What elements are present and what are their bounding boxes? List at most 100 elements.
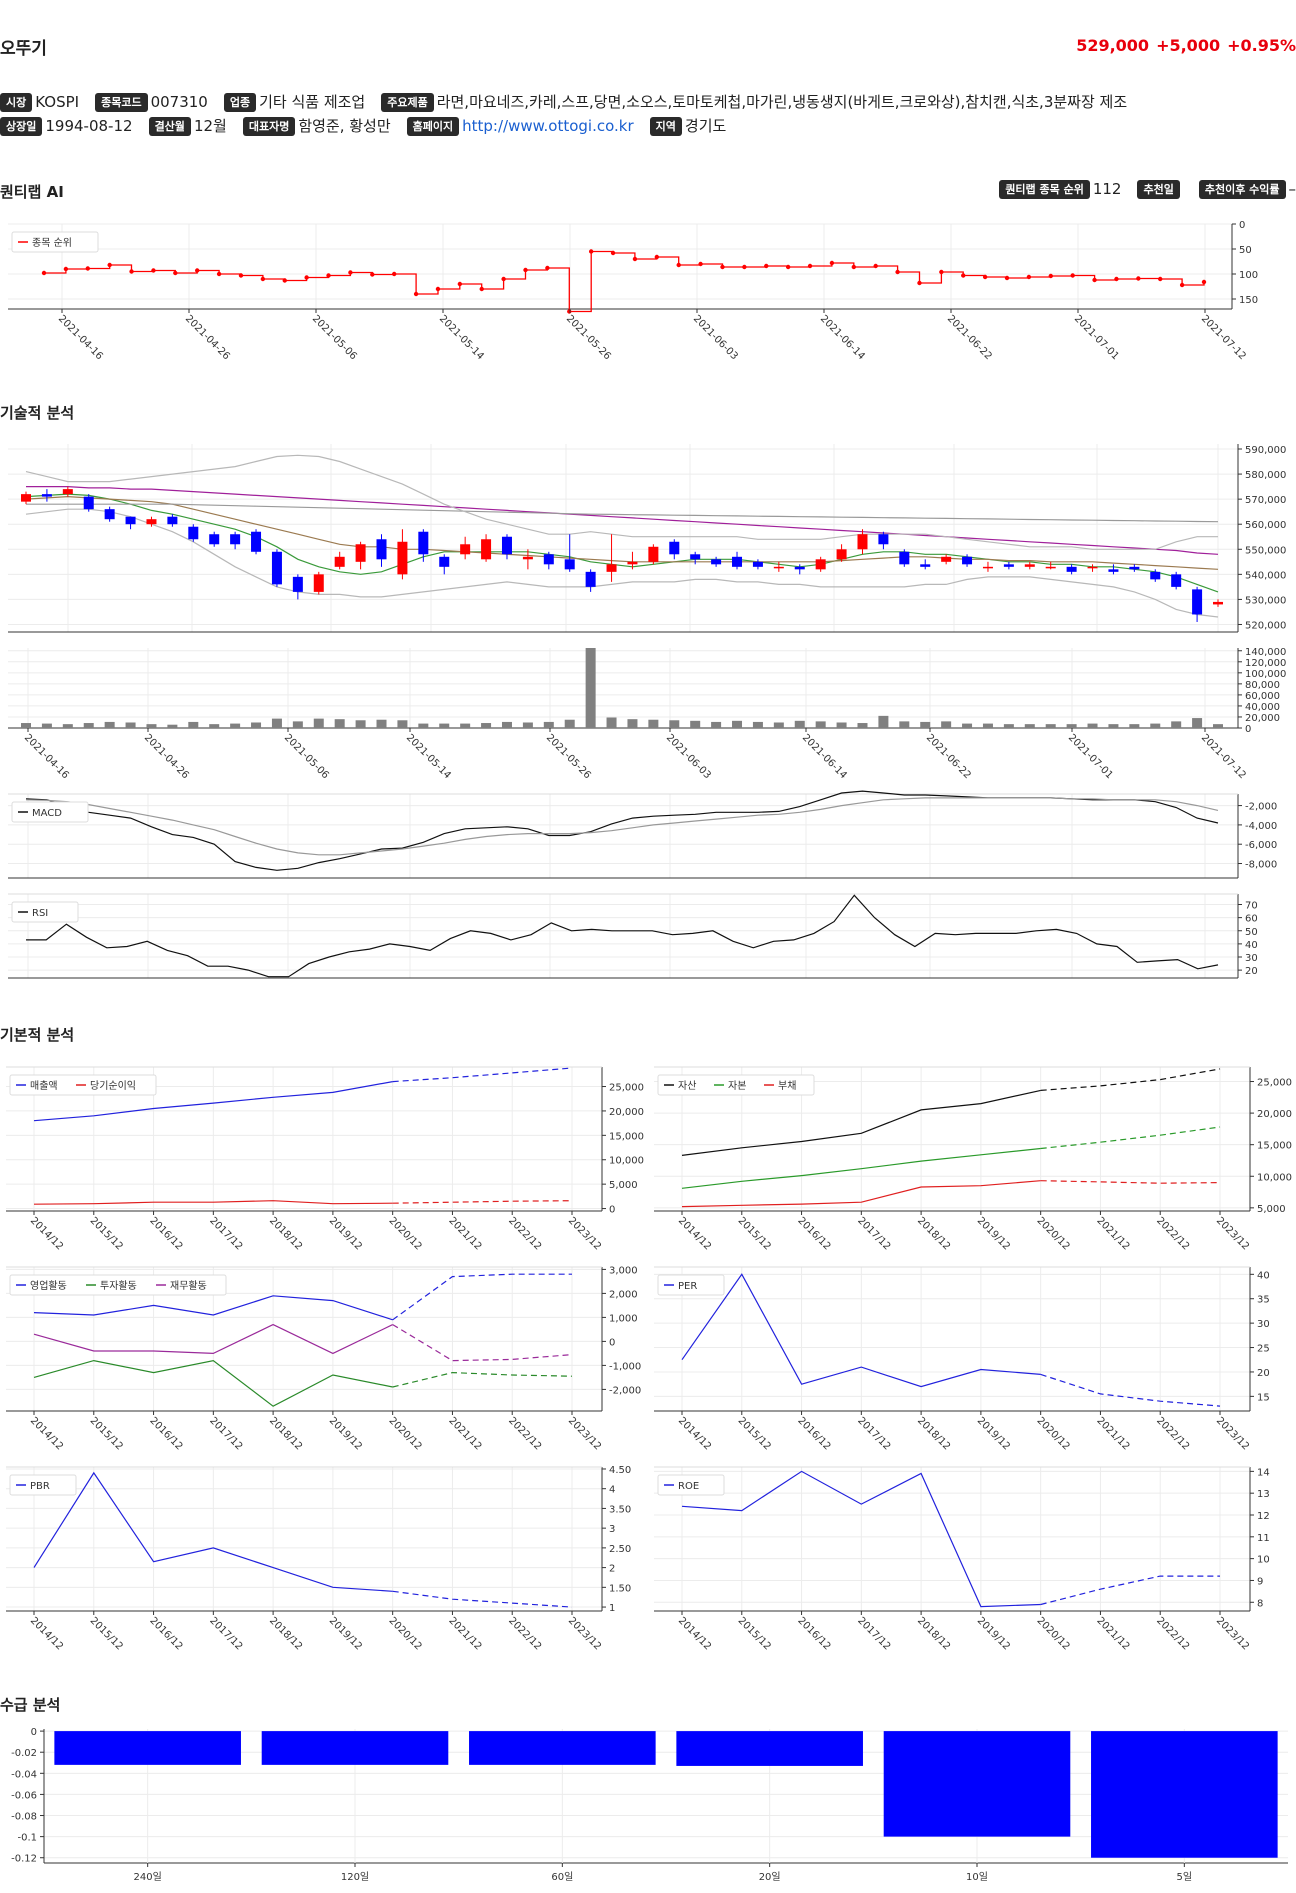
y-tick-label: 120,000 [1245,658,1286,669]
y-tick-label: -0.02 [11,1748,37,1759]
cashflow-chart: 3,000 2,000 1,000 0 -1,000 -2,000 2014/12 2015/… [6,1265,641,1452]
candle-body [899,551,910,565]
x-tick-label: 2022/12 [1154,1415,1191,1452]
y-tick-label: -0.04 [11,1769,37,1780]
rank-point [457,281,463,287]
x-tick-label: 2021-06-22 [945,313,994,362]
y-tick-label: 50 [1245,927,1258,938]
x-tick-label: 2021/12 [1094,1615,1131,1652]
y-tick-label: 0 [609,1337,615,1348]
volume-bar [460,723,471,728]
candle-body [460,544,471,555]
x-tick-label: 2017/12 [207,1215,244,1252]
y-tick-label: 0 [1245,724,1251,735]
y-tick-label: 580,000 [1245,470,1286,481]
y-tick-label: -1,000 [609,1361,641,1372]
rank-point [1179,282,1185,288]
x-tick-label: 2021/12 [446,1615,483,1652]
homepage-link[interactable]: http://www.ottogi.co.kr [462,117,634,135]
legend-label: 영업활동 [30,1279,67,1292]
candle-body [397,541,408,575]
volume-bar [376,719,387,728]
volume-bar [1045,724,1056,728]
y-tick-label: 25,000 [609,1083,644,1094]
rank-point [151,268,156,273]
legend-label: 종목 순위 [32,236,72,249]
x-tick-label: 2021-04-16 [22,732,71,781]
volume-bar [230,723,241,728]
candle-body [564,559,575,570]
listed-value: 1994-08-12 [45,117,133,135]
rank-point [829,260,835,266]
candle-body [439,556,450,567]
x-tick-label: 2014/12 [676,1615,713,1652]
volume-bar [334,719,345,728]
volume-bar [125,722,136,728]
candle-body [1108,569,1119,572]
products-value: 라면,마요네즈,카레,스프,당면,소오스,토마토케첩,마가린,냉동생지(바게트,… [436,93,1128,111]
candle-body [732,556,743,567]
x-tick-label: 2021-06-03 [691,313,740,362]
candle-body [230,534,241,545]
x-tick-label: 2023/12 [1214,1415,1251,1452]
volume-bar [522,722,533,728]
candle-body [941,556,952,562]
x-tick-label: 2021-07-01 [1066,732,1115,781]
candle-body [41,494,52,497]
legend-label: 투자활동 [100,1279,137,1292]
candle-body [585,571,596,587]
volume-bar [648,719,659,728]
code-value: 007310 [150,93,208,111]
y-tick-label: -2,000 [609,1385,641,1396]
y-tick-label: 10,000 [1257,1172,1292,1183]
y-tick-label: 20,000 [609,1107,644,1118]
ai-summary: 퀀티랩 종목 순위 112 추천일 추천이후 수익률 – [999,180,1296,199]
candle-body [606,564,617,572]
rank-point [1092,277,1097,283]
x-tick-label: 2020/12 [1035,1215,1072,1252]
section-title-fundamental: 기본적 분석 [0,1026,75,1044]
x-tick-label: 2023/12 [566,1215,603,1252]
candle-body [1171,574,1182,587]
region-tag: 지역 [649,117,682,136]
y-tick-label: -8,000 [1245,860,1277,871]
x-tick-label: 2019/12 [327,1415,364,1452]
listed-tag: 상장일 [0,117,43,136]
legend-box [657,1474,725,1496]
y-tick-label: 10,000 [609,1156,644,1167]
info-row-1: 시장 KOSPI 종목코드 007310 업종 기타 식품 제조업 주요제품 라면,마요네즈,… [0,91,1127,113]
rank-point [807,263,813,269]
y-tick-label: -4,000 [1245,821,1277,832]
candle-body [188,526,199,540]
rsi-line-rsi [26,894,1219,978]
candle-body [1066,566,1077,572]
rec-return-tag: 추천이후 수익률 [1198,180,1286,199]
per-chart: 15 20 25 30 35 40 2014/12 2015/12 2016/12 2017/12… [654,1266,1270,1452]
market-value: KOSPI [35,93,80,111]
ceo-tag: 대표자명 [242,117,296,136]
x-tick-label: 2017/12 [207,1415,244,1452]
y-tick-label: 15 [1257,1392,1270,1403]
roe-chart: 8 9 10 11 12 13 14 2014/12 2015/12 2016/12 2017/12… [654,1466,1270,1652]
candle-body [522,556,533,560]
rank-point [435,286,441,292]
volume-bar [481,723,492,728]
x-tick-label: 2020/12 [387,1615,424,1652]
candle-body [146,519,157,525]
volume-bar [878,715,889,728]
ma-line-bb_upper [25,454,1218,550]
rank-point [348,270,353,275]
price-chart: 520,000 530,000 540,000 550,000 560,000 570,0… [8,444,1286,633]
x-tick-label: 2021-06-22 [924,732,973,781]
y-tick-label: 12 [1257,1511,1270,1522]
x-tick-label: 10일 [966,1871,988,1883]
macd-chart: -2,000 -4,000 -6,000 -8,000 MACD [8,790,1277,879]
y-tick-label: 100 [1239,270,1258,281]
y-tick-label: 3,000 [609,1265,638,1276]
series-line-actual [33,1081,393,1122]
x-tick-label: 2017/12 [855,1215,892,1252]
candle-body [209,534,220,545]
y-tick-label: 1,000 [609,1313,638,1324]
rank-point [588,249,594,254]
x-tick-label: 60일 [551,1871,573,1883]
